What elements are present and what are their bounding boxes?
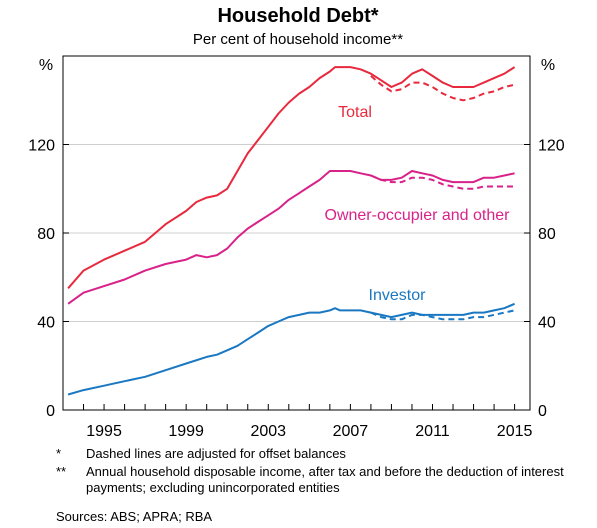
chart: Household Debt* Per cent of household in… [28,5,565,441]
owner-solid-line [67,170,515,305]
chart-subtitle: Per cent of household income** [193,31,403,48]
footnote-1: * Dashed lines are adjusted for offset b… [56,446,586,462]
total-series-label: Total [338,104,372,121]
x-tick-label: 1999 [168,423,204,440]
y-tick-label-left: 40 [37,315,55,332]
x-tick-label: 2007 [333,423,369,440]
y-axis-unit-right: % [541,57,555,74]
y-tick-label-right: 120 [538,138,565,155]
total-dashed-line [370,75,515,102]
x-tick-label: 2015 [497,423,533,440]
total-solid-line [67,66,516,289]
y-tick-label-right: 40 [538,315,556,332]
x-tick-label: 1995 [86,423,122,440]
investor-dashed-line [370,309,515,321]
x-tick-label: 2011 [415,423,450,440]
y-tick-label-left: 0 [46,403,55,420]
owner-dashed-line [370,174,515,190]
axis-ticks: 0 0 40 40 80 80 120 120 1995 1999 2003 2007 2011 2015 [28,138,565,441]
investor-solid-line [67,302,515,396]
footnote-text: Annual household disposable income, afte… [86,464,564,495]
y-tick-label-left: 120 [28,138,55,155]
footnote-text: Dashed lines are adjusted for offset bal… [86,446,346,461]
footnote-2: ** Annual household disposable income, a… [56,464,586,496]
sources: Sources: ABS; APRA; RBA [56,509,213,524]
series-labels: Total Owner-occupier and other Investor [325,104,511,304]
footnote-marker: * [56,446,62,461]
chart-title: Household Debt* [217,5,378,27]
gridlines [63,144,530,322]
x-tick-label: 2003 [250,423,286,440]
y-tick-label-left: 80 [37,226,55,243]
series-lines [67,66,516,396]
y-tick-label-right: 80 [538,226,556,243]
y-tick-label-right: 0 [538,403,547,420]
owner-series-label: Owner-occupier and other [325,207,511,224]
footnotes: * Dashed lines are adjusted for offset b… [56,446,586,498]
investor-series-label: Investor [369,287,427,304]
footnote-marker: ** [56,464,67,479]
y-axis-unit-left: % [39,57,53,74]
